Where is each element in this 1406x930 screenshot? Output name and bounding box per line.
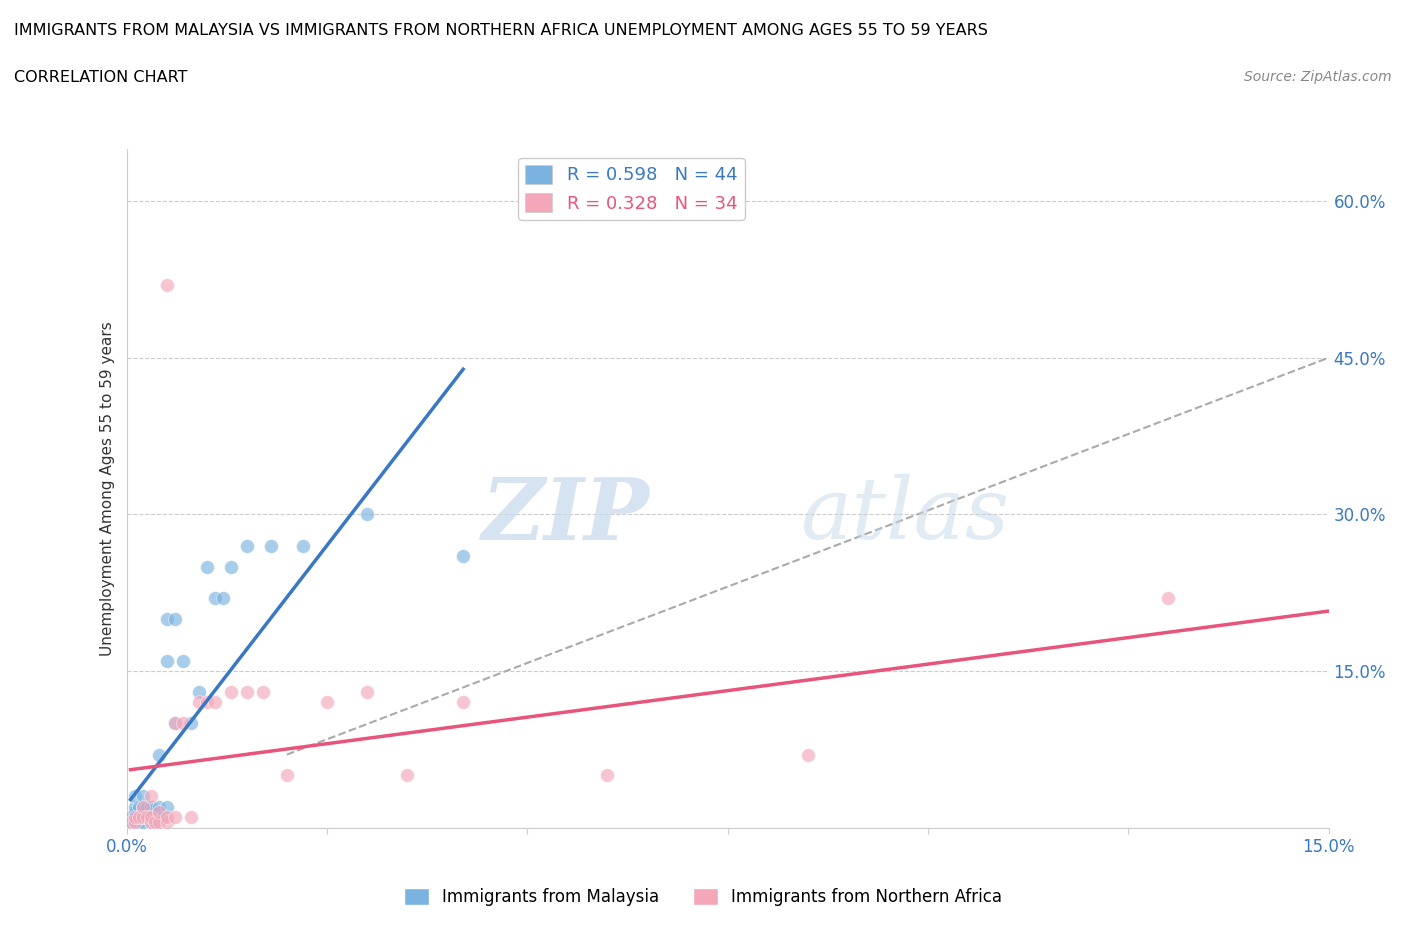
Point bbox=[148, 804, 170, 819]
Point bbox=[152, 810, 174, 825]
Point bbox=[120, 810, 142, 825]
Point bbox=[139, 804, 162, 819]
Point bbox=[139, 815, 162, 830]
Point bbox=[155, 611, 177, 626]
Point bbox=[128, 815, 150, 830]
Point bbox=[128, 810, 150, 825]
Point bbox=[131, 810, 153, 825]
Point bbox=[163, 716, 186, 731]
Point bbox=[172, 716, 194, 731]
Point bbox=[143, 815, 166, 830]
Point bbox=[148, 804, 170, 819]
Point bbox=[124, 815, 146, 830]
Point bbox=[315, 695, 337, 710]
Point bbox=[235, 684, 259, 699]
Point bbox=[276, 768, 298, 783]
Y-axis label: Unemployment Among Ages 55 to 59 years: Unemployment Among Ages 55 to 59 years bbox=[100, 321, 115, 656]
Point bbox=[204, 591, 226, 605]
Legend: Immigrants from Malaysia, Immigrants from Northern Africa: Immigrants from Malaysia, Immigrants fro… bbox=[398, 881, 1008, 912]
Point bbox=[260, 538, 283, 553]
Point bbox=[172, 653, 194, 668]
Point bbox=[131, 800, 153, 815]
Point bbox=[131, 810, 153, 825]
Point bbox=[155, 810, 177, 825]
Point bbox=[1157, 591, 1180, 605]
Point bbox=[396, 768, 419, 783]
Point bbox=[124, 810, 146, 825]
Point bbox=[219, 684, 242, 699]
Point bbox=[124, 804, 146, 819]
Text: ZIP: ZIP bbox=[482, 473, 650, 557]
Point bbox=[155, 277, 177, 292]
Point bbox=[195, 559, 218, 574]
Point bbox=[180, 716, 202, 731]
Point bbox=[148, 810, 170, 825]
Point bbox=[131, 789, 153, 804]
Point bbox=[356, 507, 378, 522]
Point bbox=[135, 810, 157, 825]
Point bbox=[139, 815, 162, 830]
Point bbox=[163, 716, 186, 731]
Point bbox=[128, 810, 150, 825]
Point bbox=[596, 768, 619, 783]
Point bbox=[139, 800, 162, 815]
Point bbox=[131, 804, 153, 819]
Point bbox=[139, 810, 162, 825]
Point bbox=[131, 815, 153, 830]
Point bbox=[135, 800, 157, 815]
Point bbox=[143, 815, 166, 830]
Point bbox=[195, 695, 218, 710]
Point bbox=[148, 800, 170, 815]
Point bbox=[356, 684, 378, 699]
Point bbox=[148, 747, 170, 762]
Point bbox=[451, 695, 474, 710]
Point bbox=[155, 800, 177, 815]
Point bbox=[124, 800, 146, 815]
Text: Source: ZipAtlas.com: Source: ZipAtlas.com bbox=[1244, 70, 1392, 84]
Point bbox=[291, 538, 314, 553]
Point bbox=[131, 800, 153, 815]
Point bbox=[120, 815, 142, 830]
Point bbox=[187, 695, 209, 710]
Text: CORRELATION CHART: CORRELATION CHART bbox=[14, 70, 187, 85]
Point bbox=[135, 810, 157, 825]
Point bbox=[139, 810, 162, 825]
Point bbox=[204, 695, 226, 710]
Legend: R = 0.598   N = 44, R = 0.328   N = 34: R = 0.598 N = 44, R = 0.328 N = 34 bbox=[519, 158, 745, 220]
Point bbox=[219, 559, 242, 574]
Point bbox=[124, 810, 146, 825]
Point bbox=[124, 789, 146, 804]
Point bbox=[128, 800, 150, 815]
Point bbox=[163, 611, 186, 626]
Text: atlas: atlas bbox=[800, 474, 1010, 557]
Text: IMMIGRANTS FROM MALAYSIA VS IMMIGRANTS FROM NORTHERN AFRICA UNEMPLOYMENT AMONG A: IMMIGRANTS FROM MALAYSIA VS IMMIGRANTS F… bbox=[14, 23, 988, 38]
Point bbox=[187, 684, 209, 699]
Point bbox=[180, 810, 202, 825]
Point bbox=[796, 747, 818, 762]
Point bbox=[139, 789, 162, 804]
Point bbox=[451, 549, 474, 564]
Point bbox=[163, 810, 186, 825]
Point bbox=[252, 684, 274, 699]
Point bbox=[155, 653, 177, 668]
Point bbox=[148, 815, 170, 830]
Point bbox=[155, 815, 177, 830]
Point bbox=[235, 538, 259, 553]
Point bbox=[120, 815, 142, 830]
Point bbox=[124, 815, 146, 830]
Point bbox=[211, 591, 233, 605]
